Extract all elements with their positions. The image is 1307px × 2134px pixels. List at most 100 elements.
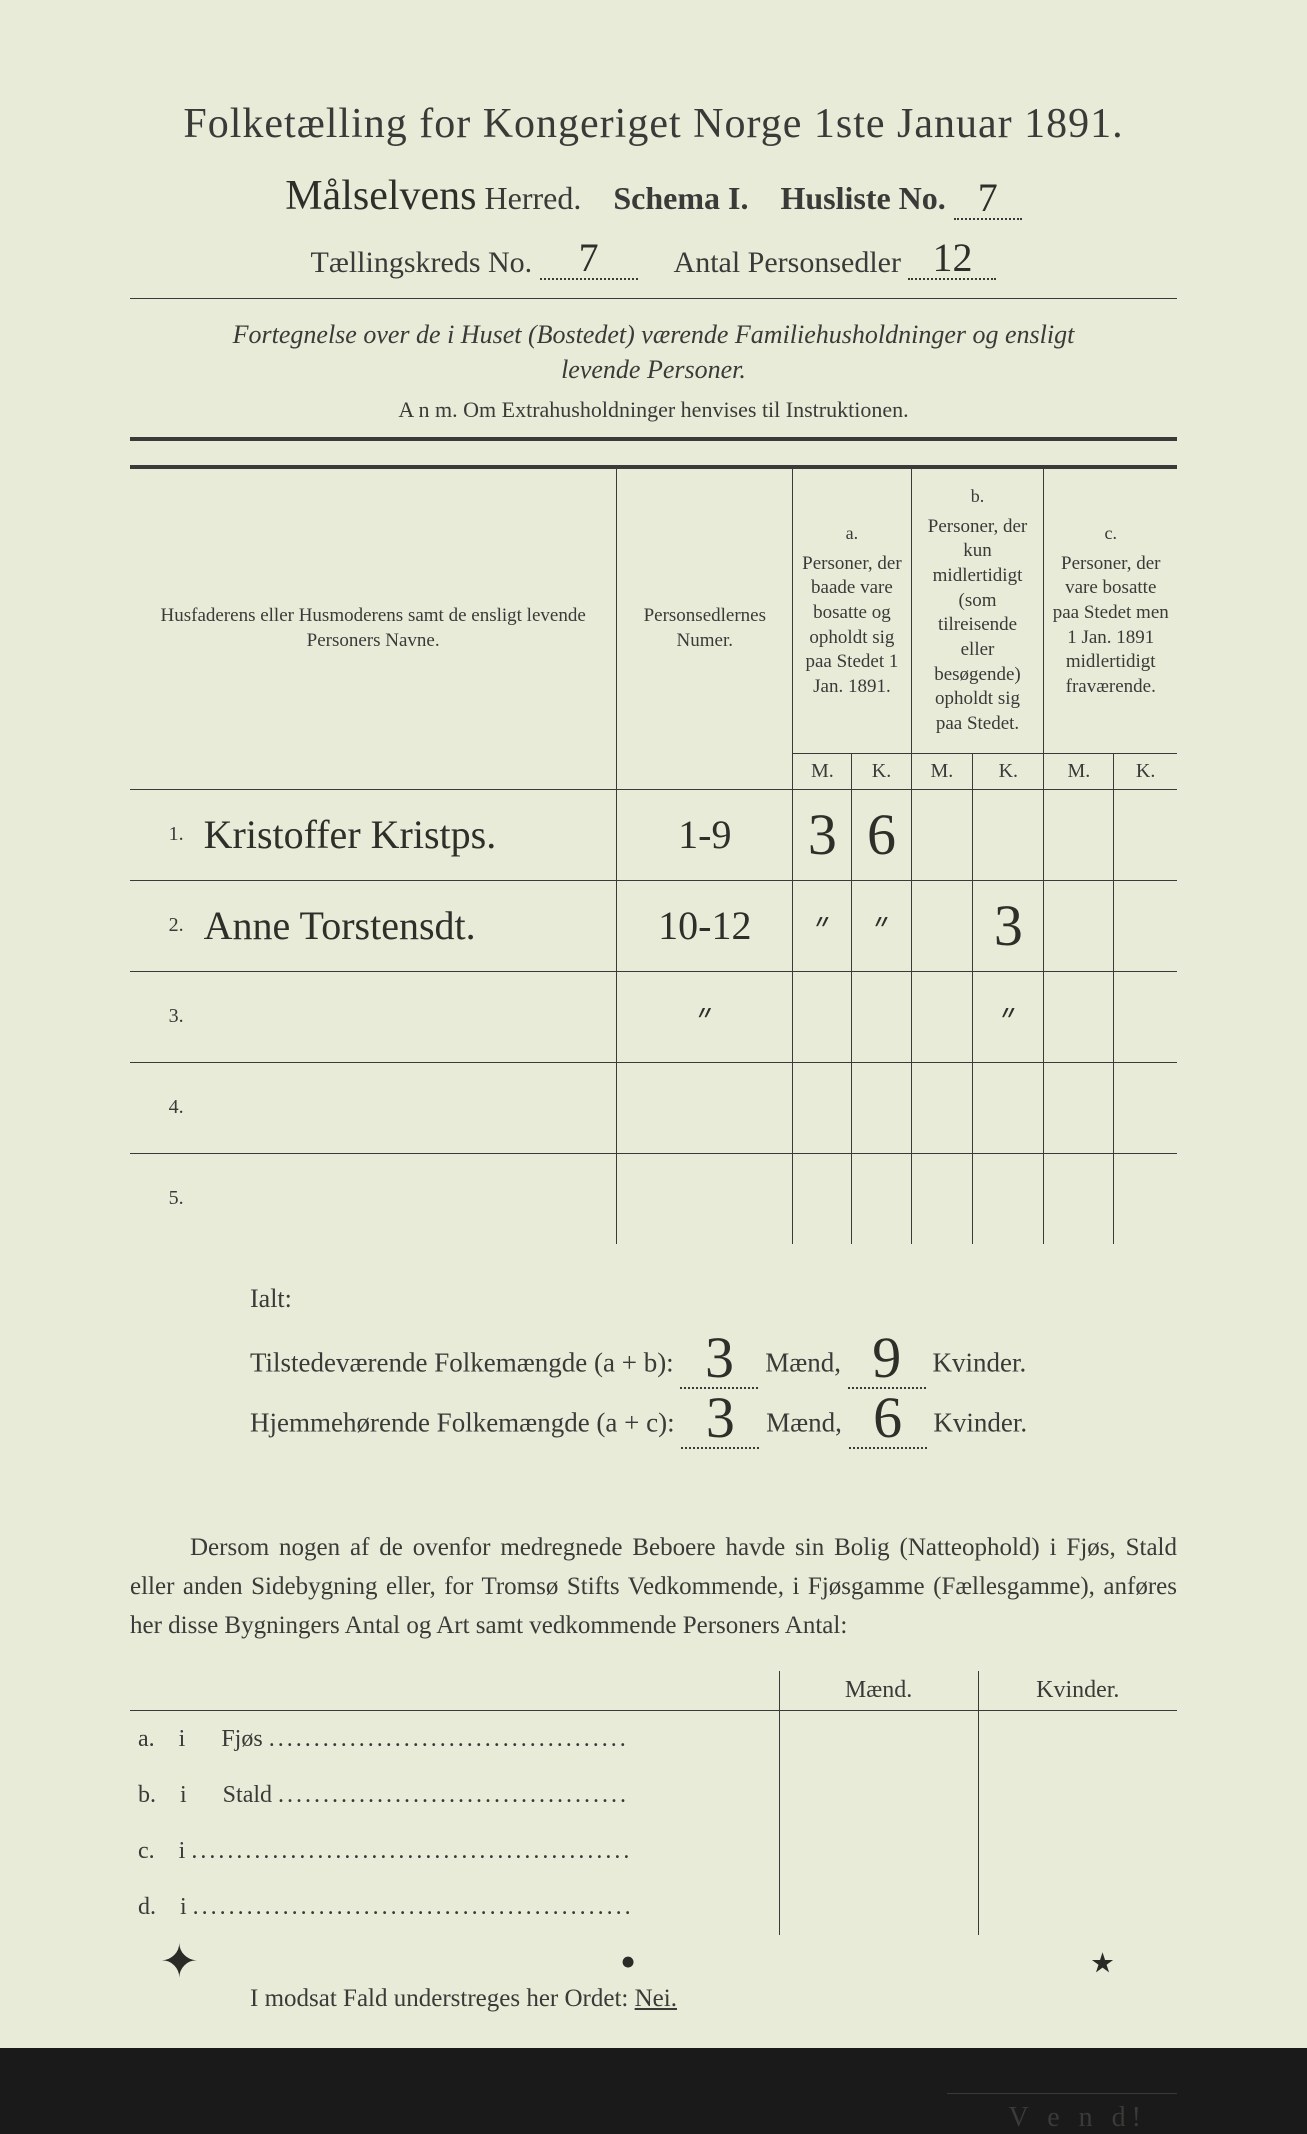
totals-line1-m-field: 3 — [680, 1329, 758, 1389]
row-cM — [1044, 971, 1114, 1062]
row-cM — [1044, 1062, 1114, 1153]
totals-line2-label: Hjemmehørende Folkemængde (a + c): — [250, 1408, 675, 1438]
lower-head-row: Mænd. Kvinder. — [130, 1671, 1177, 1711]
totals-line1-label: Tilstedeværende Folkemængde (a + b): — [250, 1348, 674, 1378]
row-bK — [973, 1062, 1044, 1153]
row-name — [190, 971, 617, 1062]
lower-row-label: a. i Fjøs ..............................… — [130, 1711, 779, 1768]
row-aK — [852, 1153, 911, 1244]
row-aM: 3 — [793, 789, 852, 880]
totals-line1-k-field: 9 — [848, 1329, 926, 1389]
anm-line: A n m. Om Extrahusholdninger henvises ti… — [130, 397, 1177, 423]
lower-block: Mænd. Kvinder. a. i Fjøs ...............… — [130, 1671, 1177, 1935]
table-row: 1. Kristoffer Kristps. 1-9 3 6 — [130, 789, 1177, 880]
row-name: Anne Torstensdt. — [190, 880, 617, 971]
totals-line2-m-field: 3 — [681, 1389, 759, 1449]
ialt-label: Ialt: — [250, 1274, 1177, 1323]
divider-thin — [130, 298, 1177, 299]
col-c-label: Personer, der vare bosatte paa Stedet me… — [1052, 552, 1169, 700]
totals-line2-k: 6 — [873, 1389, 902, 1447]
table-row: 4. — [130, 1062, 1177, 1153]
lower-head-blank — [130, 1671, 779, 1711]
row-no: 2. — [130, 880, 190, 971]
row-bM — [911, 789, 973, 880]
row-name: Kristoffer Kristps. — [190, 789, 617, 880]
schema-label: Schema I. — [613, 180, 748, 216]
row-bK — [973, 1153, 1044, 1244]
kreds-value: 7 — [579, 238, 599, 278]
husliste-field: 7 — [954, 178, 1022, 220]
page-title: Folketælling for Kongeriget Norge 1ste J… — [130, 100, 1177, 148]
row-cK — [1114, 1062, 1177, 1153]
divider-thick — [130, 437, 1177, 441]
fortegnelse-line2: levende Personer. — [561, 355, 746, 384]
lower-row-label: d. i ...................................… — [130, 1879, 779, 1935]
kreds-field: 7 — [540, 238, 638, 280]
row-cM — [1044, 1153, 1114, 1244]
row-aM: ״ — [793, 880, 852, 971]
main-table: Husfaderens eller Husmoderens samt de en… — [130, 465, 1177, 1244]
row-aM — [793, 1153, 852, 1244]
mk-b-m: M. — [911, 753, 973, 789]
row-aK — [852, 971, 911, 1062]
row-bM — [911, 880, 973, 971]
modsat-text: I modsat Fald understreges her Ordet: — [250, 1985, 635, 2012]
lower-head-m: Mænd. — [779, 1671, 978, 1711]
row-aM — [793, 1062, 852, 1153]
lower-row-m — [779, 1711, 978, 1768]
totals-line1-m: 3 — [705, 1329, 734, 1387]
row-aM — [793, 971, 852, 1062]
antal-value: 12 — [932, 238, 972, 278]
col-c-top: c. — [1104, 522, 1117, 545]
lower-head-k: Kvinder. — [978, 1671, 1177, 1711]
lower-row-k — [978, 1823, 1177, 1879]
col-b-label: Personer, der kun midlertidigt (som tilr… — [920, 515, 1036, 737]
row-num: 10-12 — [617, 880, 793, 971]
husliste-label: Husliste No. — [780, 180, 945, 216]
mk-c-m: M. — [1044, 753, 1114, 789]
totals-line2-m: 3 — [706, 1389, 735, 1447]
totals-line-1: Tilstedeværende Folkemængde (a + b): 3 M… — [250, 1329, 1177, 1389]
fortegnelse-line1: Fortegnelse over de i Huset (Bostedet) v… — [233, 320, 1075, 349]
header-line-1: Målselvens Herred. Schema I. Husliste No… — [130, 172, 1177, 220]
row-cM — [1044, 880, 1114, 971]
row-num — [617, 1153, 793, 1244]
row-cM — [1044, 789, 1114, 880]
totals-kvinder-2: Kvinder. — [933, 1408, 1027, 1438]
col-c-header: c. Personer, der vare bosatte paa Stedet… — [1044, 467, 1177, 753]
row-cK — [1114, 971, 1177, 1062]
col-a-label: Personer, der baade vare bosatte og opho… — [801, 552, 902, 700]
totals-line2-k-field: 6 — [849, 1389, 927, 1449]
row-num — [617, 1062, 793, 1153]
row-cK — [1114, 880, 1177, 971]
totals-kvinder-1: Kvinder. — [932, 1348, 1026, 1378]
lower-row-k — [978, 1879, 1177, 1935]
row-cK — [1114, 1153, 1177, 1244]
row-aK: 6 — [852, 789, 911, 880]
paragraph-block: Dersom nogen af de ovenfor medregnede Be… — [130, 1529, 1177, 1645]
row-no: 3. — [130, 971, 190, 1062]
lower-row-m — [779, 1767, 978, 1823]
col-a-header: a. Personer, der baade vare bosatte og o… — [793, 467, 911, 753]
totals-maend-1: Mænd, — [765, 1348, 841, 1378]
row-aK: ״ — [852, 880, 911, 971]
table-row: 5. — [130, 1153, 1177, 1244]
totals-line1-k: 9 — [872, 1329, 901, 1387]
row-no: 5. — [130, 1153, 190, 1244]
col-name-label: Husfaderens eller Husmoderens samt de en… — [161, 605, 586, 651]
lower-row-label: b. i Stald .............................… — [130, 1767, 779, 1823]
lower-row: c. i ...................................… — [130, 1823, 1177, 1879]
lower-row: d. i ...................................… — [130, 1879, 1177, 1935]
kreds-label: Tællingskreds No. — [311, 246, 533, 279]
modsat-nei: Nei. — [635, 1985, 677, 2012]
table-row: 2. Anne Torstensdt. 10-12 ״ ״ 3 — [130, 880, 1177, 971]
herred-name-handwritten: Målselvens — [285, 172, 476, 220]
row-bK: 3 — [973, 880, 1044, 971]
husliste-value: 7 — [978, 178, 998, 218]
row-bK — [973, 789, 1044, 880]
hole-mark-icon: • — [620, 1935, 636, 1988]
vend-label: V e n d! — [947, 2093, 1177, 2134]
antal-label: Antal Personsedler — [674, 246, 901, 279]
mk-a-k: K. — [852, 753, 911, 789]
row-aK — [852, 1062, 911, 1153]
